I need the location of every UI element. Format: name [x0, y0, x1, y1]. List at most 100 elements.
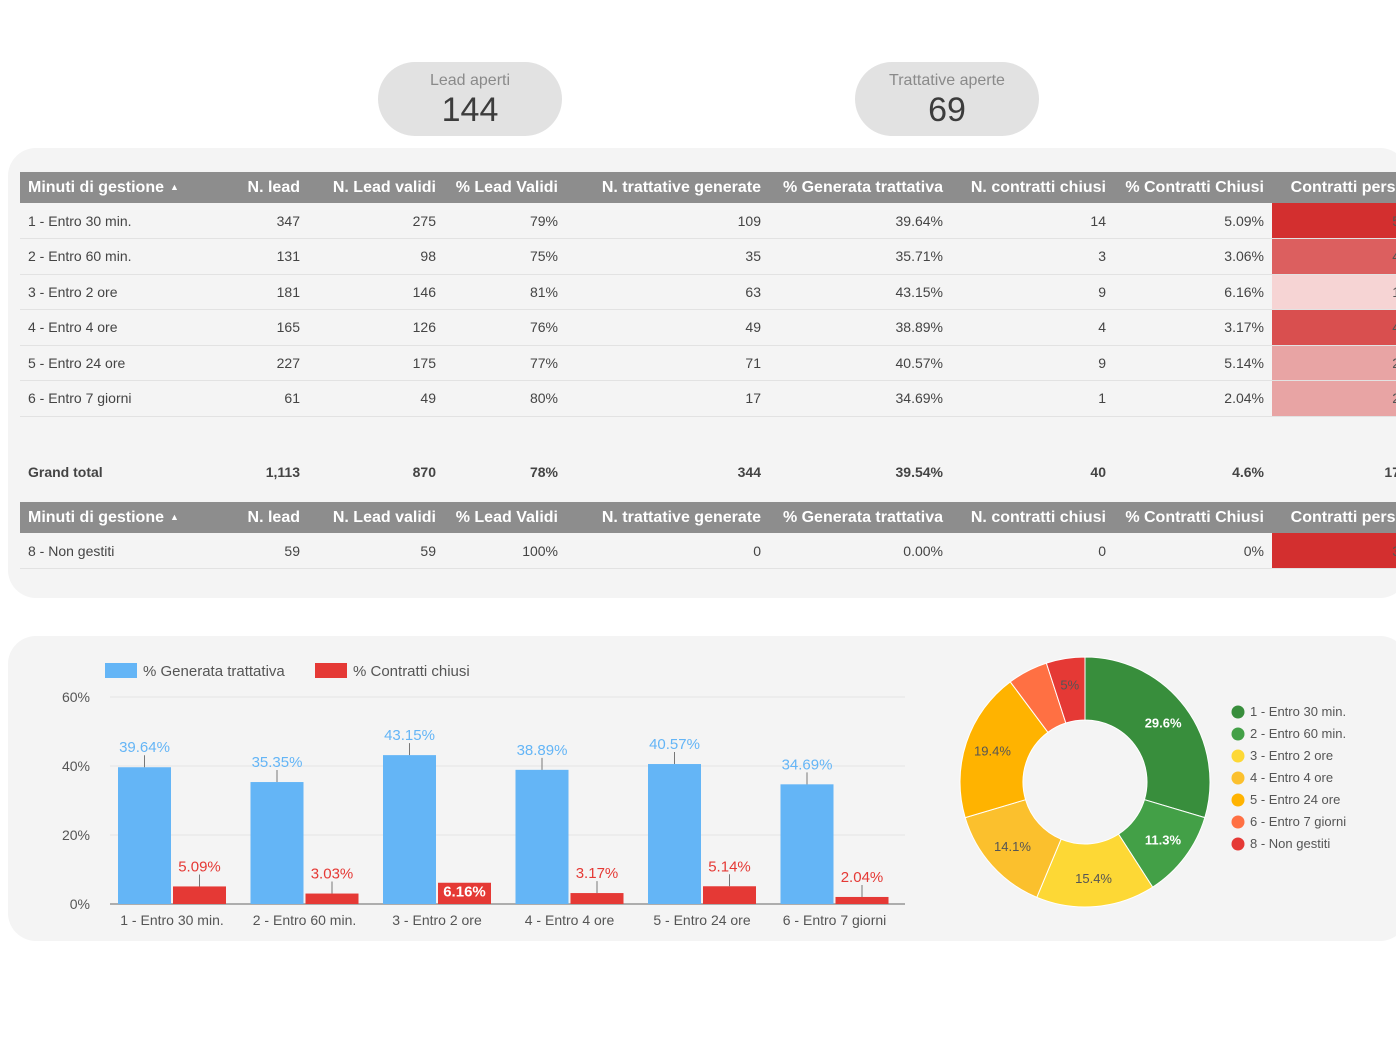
table-header-row: Minuti di gestione ▲ N. lead N. Lead validi… — [20, 502, 1396, 533]
table-cell: 131 — [208, 238, 308, 275]
table-cell: 63 — [566, 274, 769, 310]
column-header[interactable]: N. Lead validi — [308, 172, 444, 203]
column-header-label: Minuti di gestione — [28, 508, 164, 526]
sort-ascending-icon[interactable]: ▲ — [170, 512, 179, 523]
table-cell: 98 — [308, 238, 444, 275]
column-header[interactable]: Contratti persi — [1272, 172, 1396, 203]
x-tick-label: 1 - Entro 30 min. — [120, 912, 224, 928]
column-header[interactable]: % Lead Validi — [444, 172, 566, 203]
column-header[interactable]: N. contratti chiusi — [951, 502, 1114, 533]
grand-total-row: Grand total 1,113 870 78% 344 39.54% 40 4.6% 17 — [20, 456, 1396, 488]
table-cell: 2.04% — [1114, 380, 1272, 417]
table-cell: 5.09% — [1114, 203, 1272, 239]
column-header[interactable]: % Generata trattativa — [769, 502, 951, 533]
table-row: 1 - Entro 30 min. 347 275 79% 109 39.64% 14 5.0… — [20, 203, 1396, 239]
legend-label: % Generata trattativa — [143, 663, 285, 680]
legend-dot — [1231, 815, 1245, 829]
data-label: 34.69% — [782, 756, 833, 773]
donut-slice — [1045, 656, 1086, 724]
column-header[interactable]: N. Lead validi — [308, 502, 444, 533]
slice-label: 11.3% — [1145, 833, 1182, 848]
y-tick-label: 60% — [62, 689, 90, 705]
spacer-row — [20, 416, 1396, 456]
table-cell: 39.54% — [895, 464, 943, 480]
bar — [305, 893, 359, 904]
table-cell: 4 — [951, 309, 1114, 346]
legend-label: 6 - Entro 7 giorni — [1250, 814, 1346, 829]
y-tick-label: 0% — [70, 896, 90, 912]
table-cell: 0.00% — [769, 533, 951, 569]
kpi-trattative-aperte: Trattative aperte 69 — [855, 62, 1039, 136]
row-label: 3 - Entro 2 ore — [20, 274, 208, 310]
column-header[interactable]: N. contratti chiusi — [951, 172, 1114, 203]
table-cell: 109 — [566, 203, 769, 239]
legend-dot — [1231, 837, 1245, 851]
row-label: 2 - Entro 60 min. — [20, 238, 208, 275]
x-tick-label: 5 - Entro 24 ore — [653, 912, 750, 928]
data-label: 5.09% — [178, 858, 221, 875]
slice-label: 15.4% — [1075, 871, 1112, 886]
table-cell: 5.14% — [1114, 345, 1272, 381]
table-cell: 76% — [444, 309, 566, 346]
column-header[interactable]: N. lead — [208, 502, 308, 533]
data-label: 3.17% — [576, 865, 619, 882]
column-header[interactable]: % Contratti Chiusi — [1114, 172, 1272, 203]
column-header[interactable]: N. lead — [208, 172, 308, 203]
table-cell: 80% — [444, 380, 566, 417]
table-cell: 4 — [1272, 238, 1396, 275]
table-cell: 3 — [951, 238, 1114, 275]
table-cell: 17 — [1384, 464, 1396, 480]
legend-dot — [1231, 793, 1245, 807]
table-cell: 71 — [566, 345, 769, 381]
column-header[interactable]: N. trattative generate — [566, 172, 769, 203]
row-label: 6 - Entro 7 giorni — [20, 380, 208, 417]
table-cell: 59 — [208, 533, 308, 569]
column-header[interactable]: % Lead Validi — [444, 502, 566, 533]
column-header[interactable]: Minuti di gestione ▲ — [20, 172, 208, 203]
column-header[interactable]: % Contratti Chiusi — [1114, 502, 1272, 533]
table-cell: 3 — [1272, 533, 1396, 569]
table-cell: 344 — [737, 464, 761, 480]
bar — [780, 784, 834, 904]
row-label: 1 - Entro 30 min. — [20, 203, 208, 239]
table-cell: 40.57% — [769, 345, 951, 381]
legend-dot — [1231, 705, 1245, 719]
bar-chart: 0% 20% 40% 60% % Generata trattativa % Contra… — [62, 663, 905, 928]
bar — [250, 782, 304, 904]
kpi-label: Lead aperti — [429, 72, 511, 89]
donut-slice — [959, 681, 1049, 819]
table-header-row: Minuti di gestione ▲ N. lead N. Lead validi… — [20, 172, 1396, 203]
table-cell: 1,113 — [265, 464, 300, 480]
table-cell: 39.64% — [769, 203, 951, 239]
table-cell: 126 — [308, 309, 444, 346]
table-cell: 4 — [1272, 309, 1396, 346]
column-header[interactable]: N. trattative generate — [566, 502, 769, 533]
table-cell: 59 — [308, 533, 444, 569]
column-header[interactable]: % Generata trattativa — [769, 172, 951, 203]
non-gestiti-table: Minuti di gestione ▲ N. lead N. Lead validi… — [20, 502, 1396, 569]
column-header[interactable]: Minuti di gestione ▲ — [20, 502, 208, 533]
legend-label: 1 - Entro 30 min. — [1250, 704, 1346, 719]
data-label: 2.04% — [841, 869, 884, 886]
legend-swatch — [105, 663, 137, 678]
table-cell: 40 — [1090, 464, 1106, 480]
sort-ascending-icon[interactable]: ▲ — [170, 182, 179, 193]
y-tick-label: 20% — [62, 827, 90, 843]
table-cell: 870 — [412, 464, 436, 480]
row-label: 8 - Non gestiti — [20, 533, 208, 569]
table-cell: 3.06% — [1114, 238, 1272, 275]
table-cell: 81% — [444, 274, 566, 310]
legend-label: 3 - Entro 2 ore — [1250, 748, 1333, 763]
column-header[interactable]: Contratti persi — [1272, 502, 1396, 533]
data-label: 38.89% — [517, 742, 568, 759]
table-cell: 43.15% — [769, 274, 951, 310]
kpi-label: Trattative aperte — [889, 72, 1005, 89]
table-cell: 181 — [208, 274, 308, 310]
legend-dot — [1231, 771, 1245, 785]
table-cell: 2 — [1272, 345, 1396, 381]
table-cell: 17 — [566, 380, 769, 417]
